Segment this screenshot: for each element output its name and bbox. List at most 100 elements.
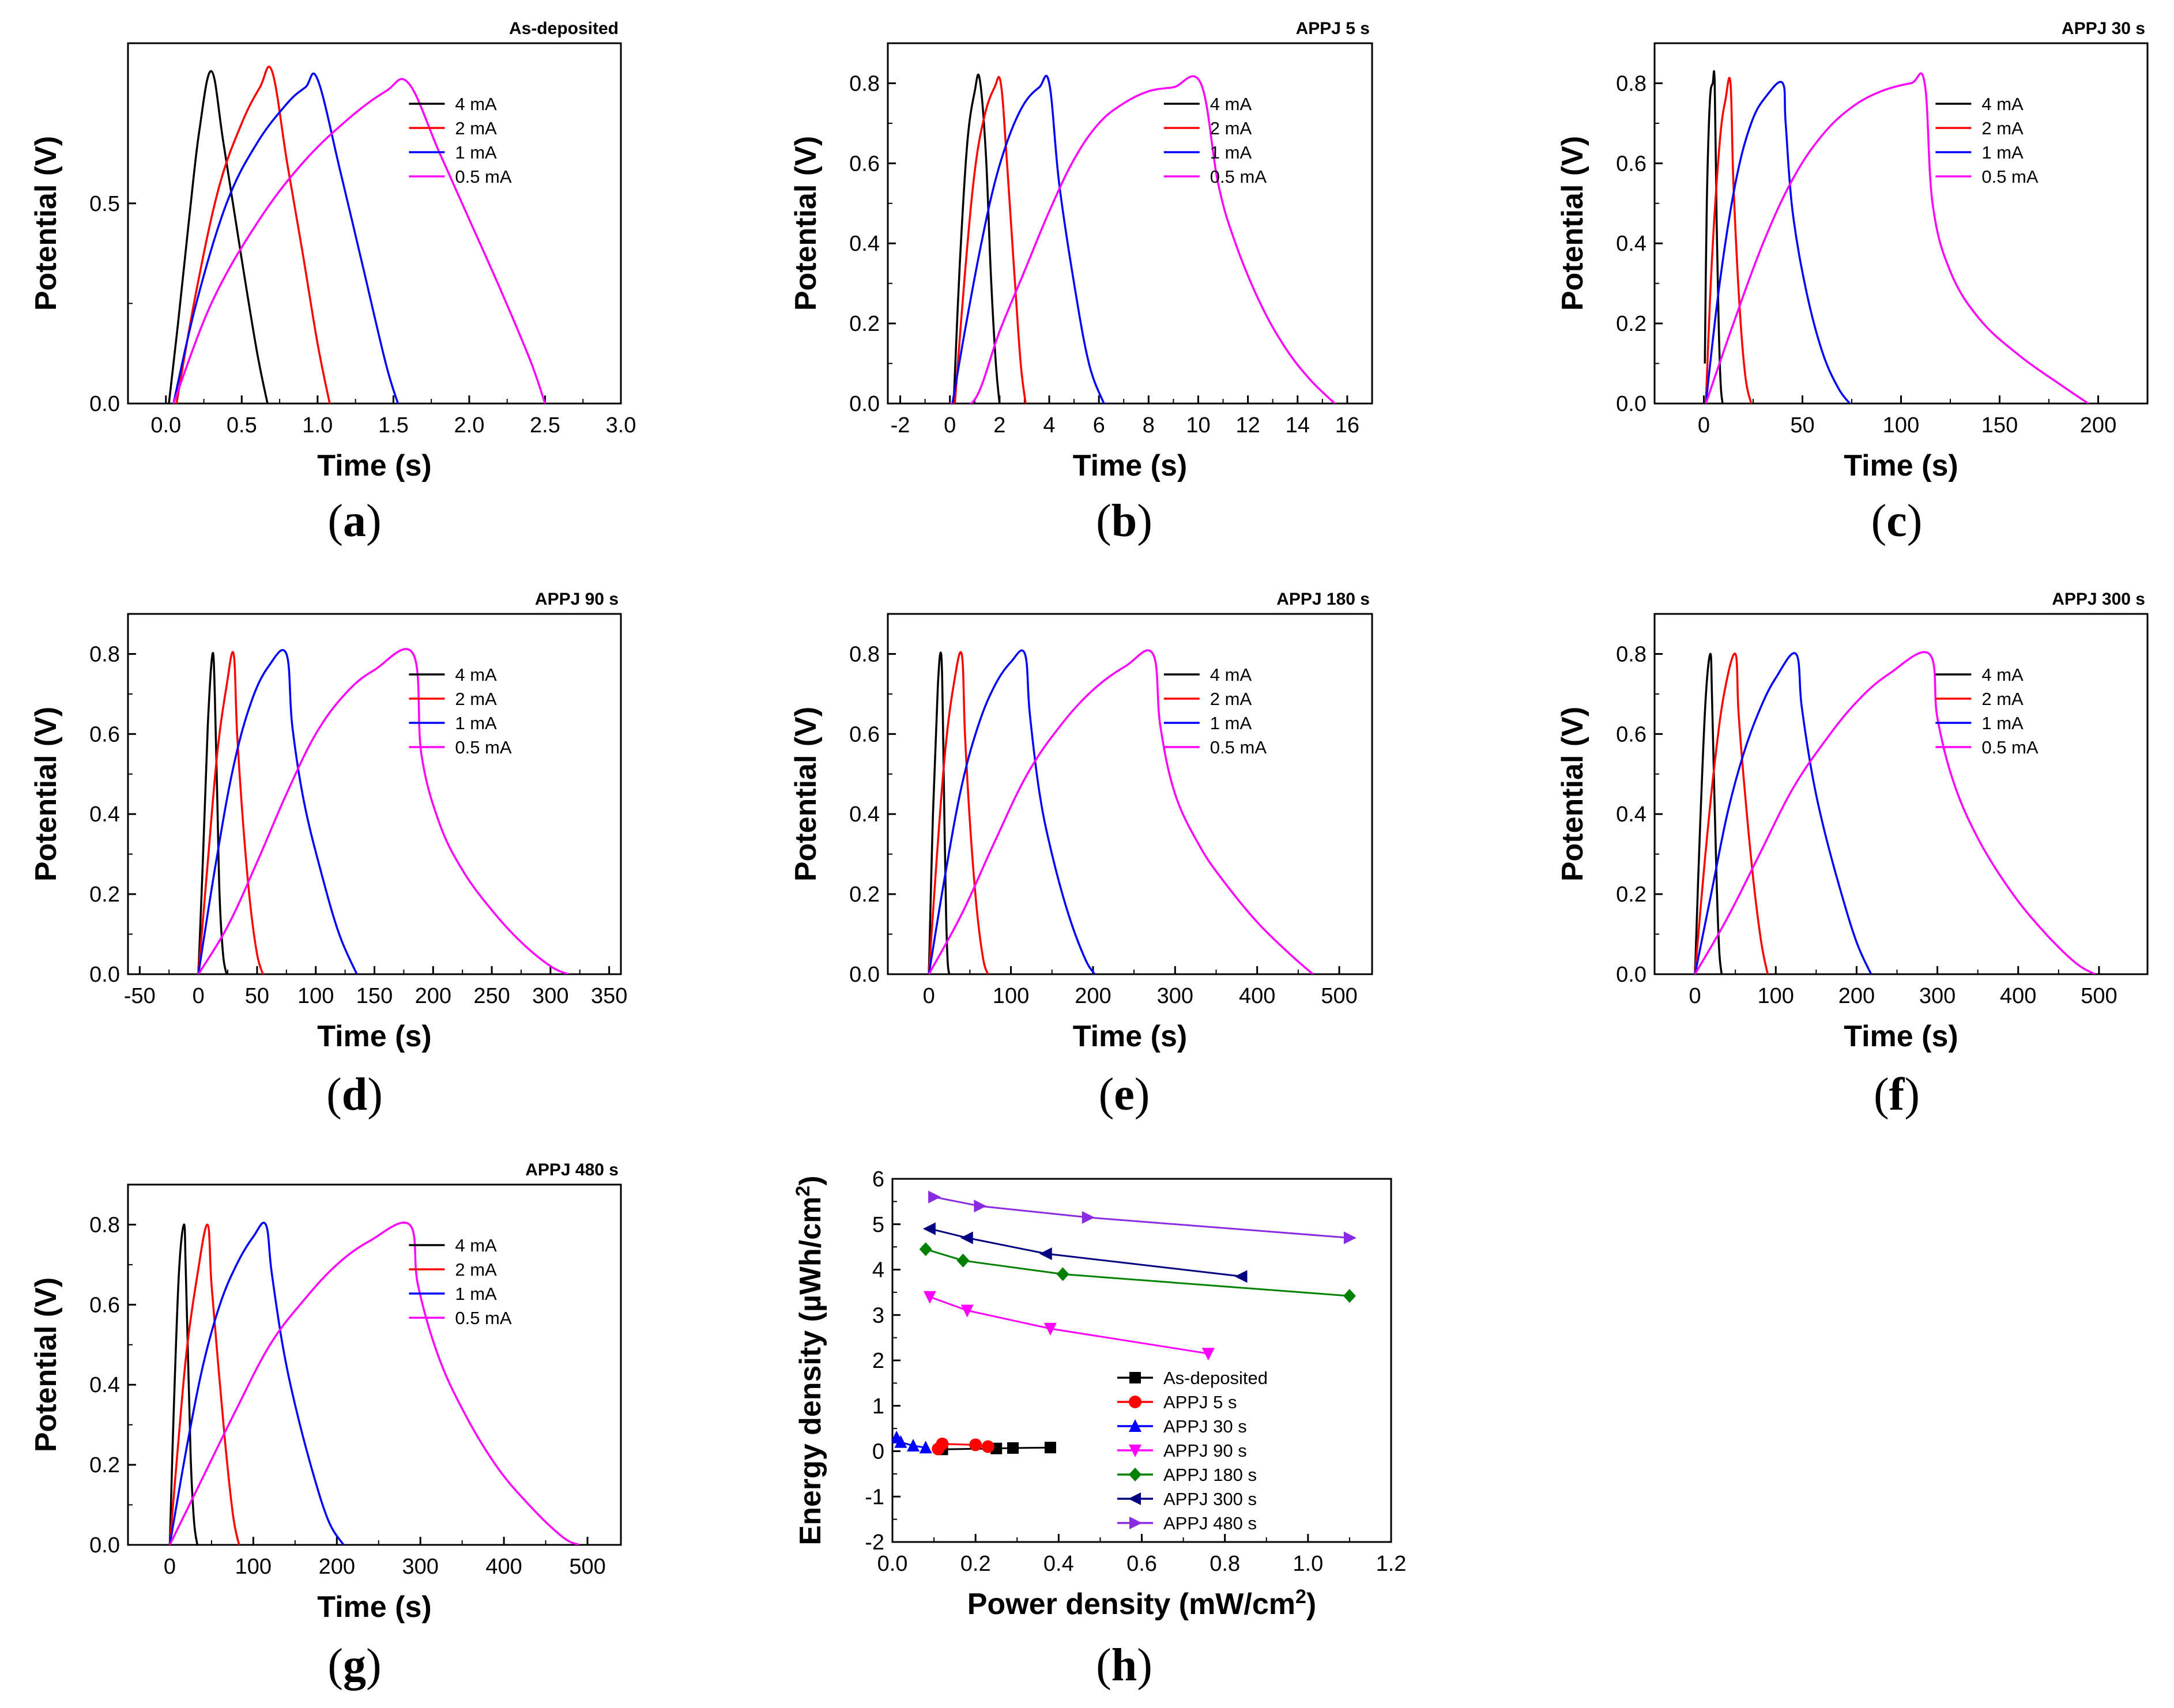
x-tick-label: 400 — [485, 1555, 522, 1579]
y-tick-label: 0.4 — [849, 802, 880, 827]
x-tick-label: 0.5 — [227, 413, 257, 438]
x-tick-label: 2.5 — [530, 413, 560, 438]
chart-title: APPJ 180 s — [1276, 590, 1370, 609]
legend-label: 2 mA — [1210, 689, 1252, 709]
caption-paren: ( — [1871, 496, 1887, 546]
plot-frame — [891, 1178, 1392, 1543]
x-tick-label: -2 — [891, 413, 910, 438]
panel-g: APPJ 480 s 0 100 200 300 400 500 0.0 0.2 0.4 0.6 0.… — [29, 1160, 622, 1691]
y-tick-label: 0.8 — [1616, 642, 1646, 666]
chart-title: As-deposited — [509, 19, 619, 38]
y-tick-label: 1 — [872, 1394, 884, 1419]
x-tick-label: 0.0 — [150, 413, 181, 438]
x-tick-label: 16 — [1335, 413, 1359, 438]
series-line-2-ma — [168, 1223, 240, 1545]
y-tick-label: 0.8 — [89, 642, 120, 666]
legend-label: As-deposited — [1163, 1368, 1268, 1388]
y-axis-label: Potential (V) — [1556, 136, 1589, 311]
caption-letter: a — [343, 496, 366, 546]
legend-label: 0.5 mA — [1981, 737, 2039, 757]
y-tick-label: 0.0 — [89, 392, 120, 416]
panel-caption: (a) — [327, 496, 381, 546]
legend-label: APPJ 300 s — [1163, 1489, 1257, 1509]
x-tick-label: 400 — [1239, 984, 1275, 1008]
legend-label: 1 mA — [455, 713, 497, 733]
legend-label: 0.5 mA — [455, 167, 512, 187]
caption-paren: ) — [367, 1069, 383, 1120]
x-axis-label: Time (s) — [1844, 1020, 1958, 1053]
caption-paren: ( — [1874, 1069, 1889, 1120]
x-tick-label: 0 — [164, 1555, 176, 1579]
data-point-appj-480-s — [1343, 1231, 1357, 1245]
x-tick-label: 0.8 — [1210, 1552, 1240, 1576]
data-layer — [1704, 70, 2089, 404]
y-tick-label: 0.4 — [89, 802, 120, 827]
legend-label: 1 mA — [1981, 713, 2024, 733]
caption-paren: ) — [1904, 1069, 1920, 1120]
series-line-1-ma — [1694, 652, 1872, 974]
legend-label: 0.5 mA — [455, 1308, 512, 1328]
chart-title: APPJ 480 s — [525, 1160, 619, 1179]
caption-paren: ( — [326, 1069, 342, 1120]
data-point-appj-5-s — [969, 1438, 982, 1451]
legend-label: 0.5 mA — [1210, 167, 1267, 187]
legend-label: 4 mA — [1210, 94, 1252, 114]
x-tick-label: 1.0 — [1293, 1552, 1323, 1576]
panel-caption: (e) — [1099, 1069, 1150, 1120]
legend-label: 2 mA — [455, 118, 497, 138]
series-line-2-ma — [197, 651, 264, 974]
data-point-appj-5-s — [981, 1440, 994, 1453]
data-point-appj-90-s — [1043, 1322, 1057, 1336]
y-tick-label: 0.5 — [89, 192, 120, 216]
data-layer — [1694, 651, 2096, 974]
panel-caption: (d) — [326, 1069, 383, 1120]
data-point-appj-180-s — [956, 1253, 970, 1268]
chart-title: APPJ 300 s — [2052, 590, 2145, 609]
y-tick-label: 0.0 — [89, 1533, 120, 1558]
chart-title: APPJ 90 s — [535, 590, 619, 609]
panel-b: APPJ 5 s -2 0 2 4 6 8 10 12 14 16 0.0 0.2 0.4 0.6 0.8 Ti… — [789, 19, 1373, 546]
series-line-0-5-ma — [950, 75, 1336, 404]
y-tick-label: 0.0 — [1616, 963, 1646, 987]
data-point-appj-300-s — [1234, 1270, 1248, 1283]
panel-e: APPJ 180 s 0 100 200 300 400 500 0.0 0.2 0.4 0.6 0.… — [789, 590, 1373, 1120]
caption-paren: ( — [1099, 1069, 1114, 1120]
legend-marker — [1128, 1492, 1141, 1505]
y-tick-label: 0.6 — [849, 152, 880, 176]
x-tick-label: 8 — [1143, 413, 1155, 438]
x-tick-label: -50 — [124, 984, 156, 1008]
x-axis-label-sup: 2 — [1295, 1586, 1306, 1608]
caption-letter: d — [342, 1069, 368, 1120]
x-tick-label: 400 — [2000, 984, 2036, 1008]
x-tick-label: 50 — [245, 984, 269, 1008]
legend-label: 1 mA — [1210, 713, 1252, 733]
y-tick-label: 4 — [872, 1258, 884, 1283]
legend-label: 4 mA — [455, 94, 497, 114]
legend-label: APPJ 90 s — [1163, 1441, 1247, 1461]
data-point-appj-180-s — [1056, 1267, 1069, 1281]
data-layer — [892, 1190, 1357, 1456]
legend-label: 0.5 mA — [455, 737, 512, 757]
y-tick-label: 0.8 — [1616, 71, 1646, 96]
y-tick-label: 0.2 — [849, 312, 880, 336]
y-tick-label: 0.2 — [89, 1453, 120, 1477]
panel-a: As-deposited 0.0 0.5 1.0 1.5 2.0 2.5 3.0 0.0 0.5 T… — [29, 19, 636, 546]
data-point-appj-180-s — [919, 1242, 932, 1257]
x-tick-label: 4 — [1043, 413, 1055, 438]
legend-marker — [1129, 1468, 1141, 1481]
y-tick-label: 0.4 — [1616, 232, 1646, 256]
series-line-2-ma — [175, 65, 331, 404]
y-axis-label: Potential (V) — [789, 707, 823, 881]
y-tick-label: 0 — [872, 1440, 884, 1464]
data-layer — [928, 649, 1314, 974]
legend-label: APPJ 180 s — [1163, 1465, 1257, 1485]
y-tick-label: 0.2 — [89, 883, 120, 907]
x-tick-label: 1.5 — [378, 413, 409, 438]
y-tick-label: 0.4 — [89, 1373, 120, 1397]
series-line-4-ma — [1694, 653, 1723, 974]
x-tick-label: 14 — [1286, 413, 1310, 438]
data-layer — [168, 1221, 580, 1545]
y-tick-label: 5 — [872, 1213, 884, 1237]
y-axis-label: Energy density (µWh/cm2) — [792, 1175, 827, 1545]
x-tick-label: 300 — [532, 984, 568, 1008]
